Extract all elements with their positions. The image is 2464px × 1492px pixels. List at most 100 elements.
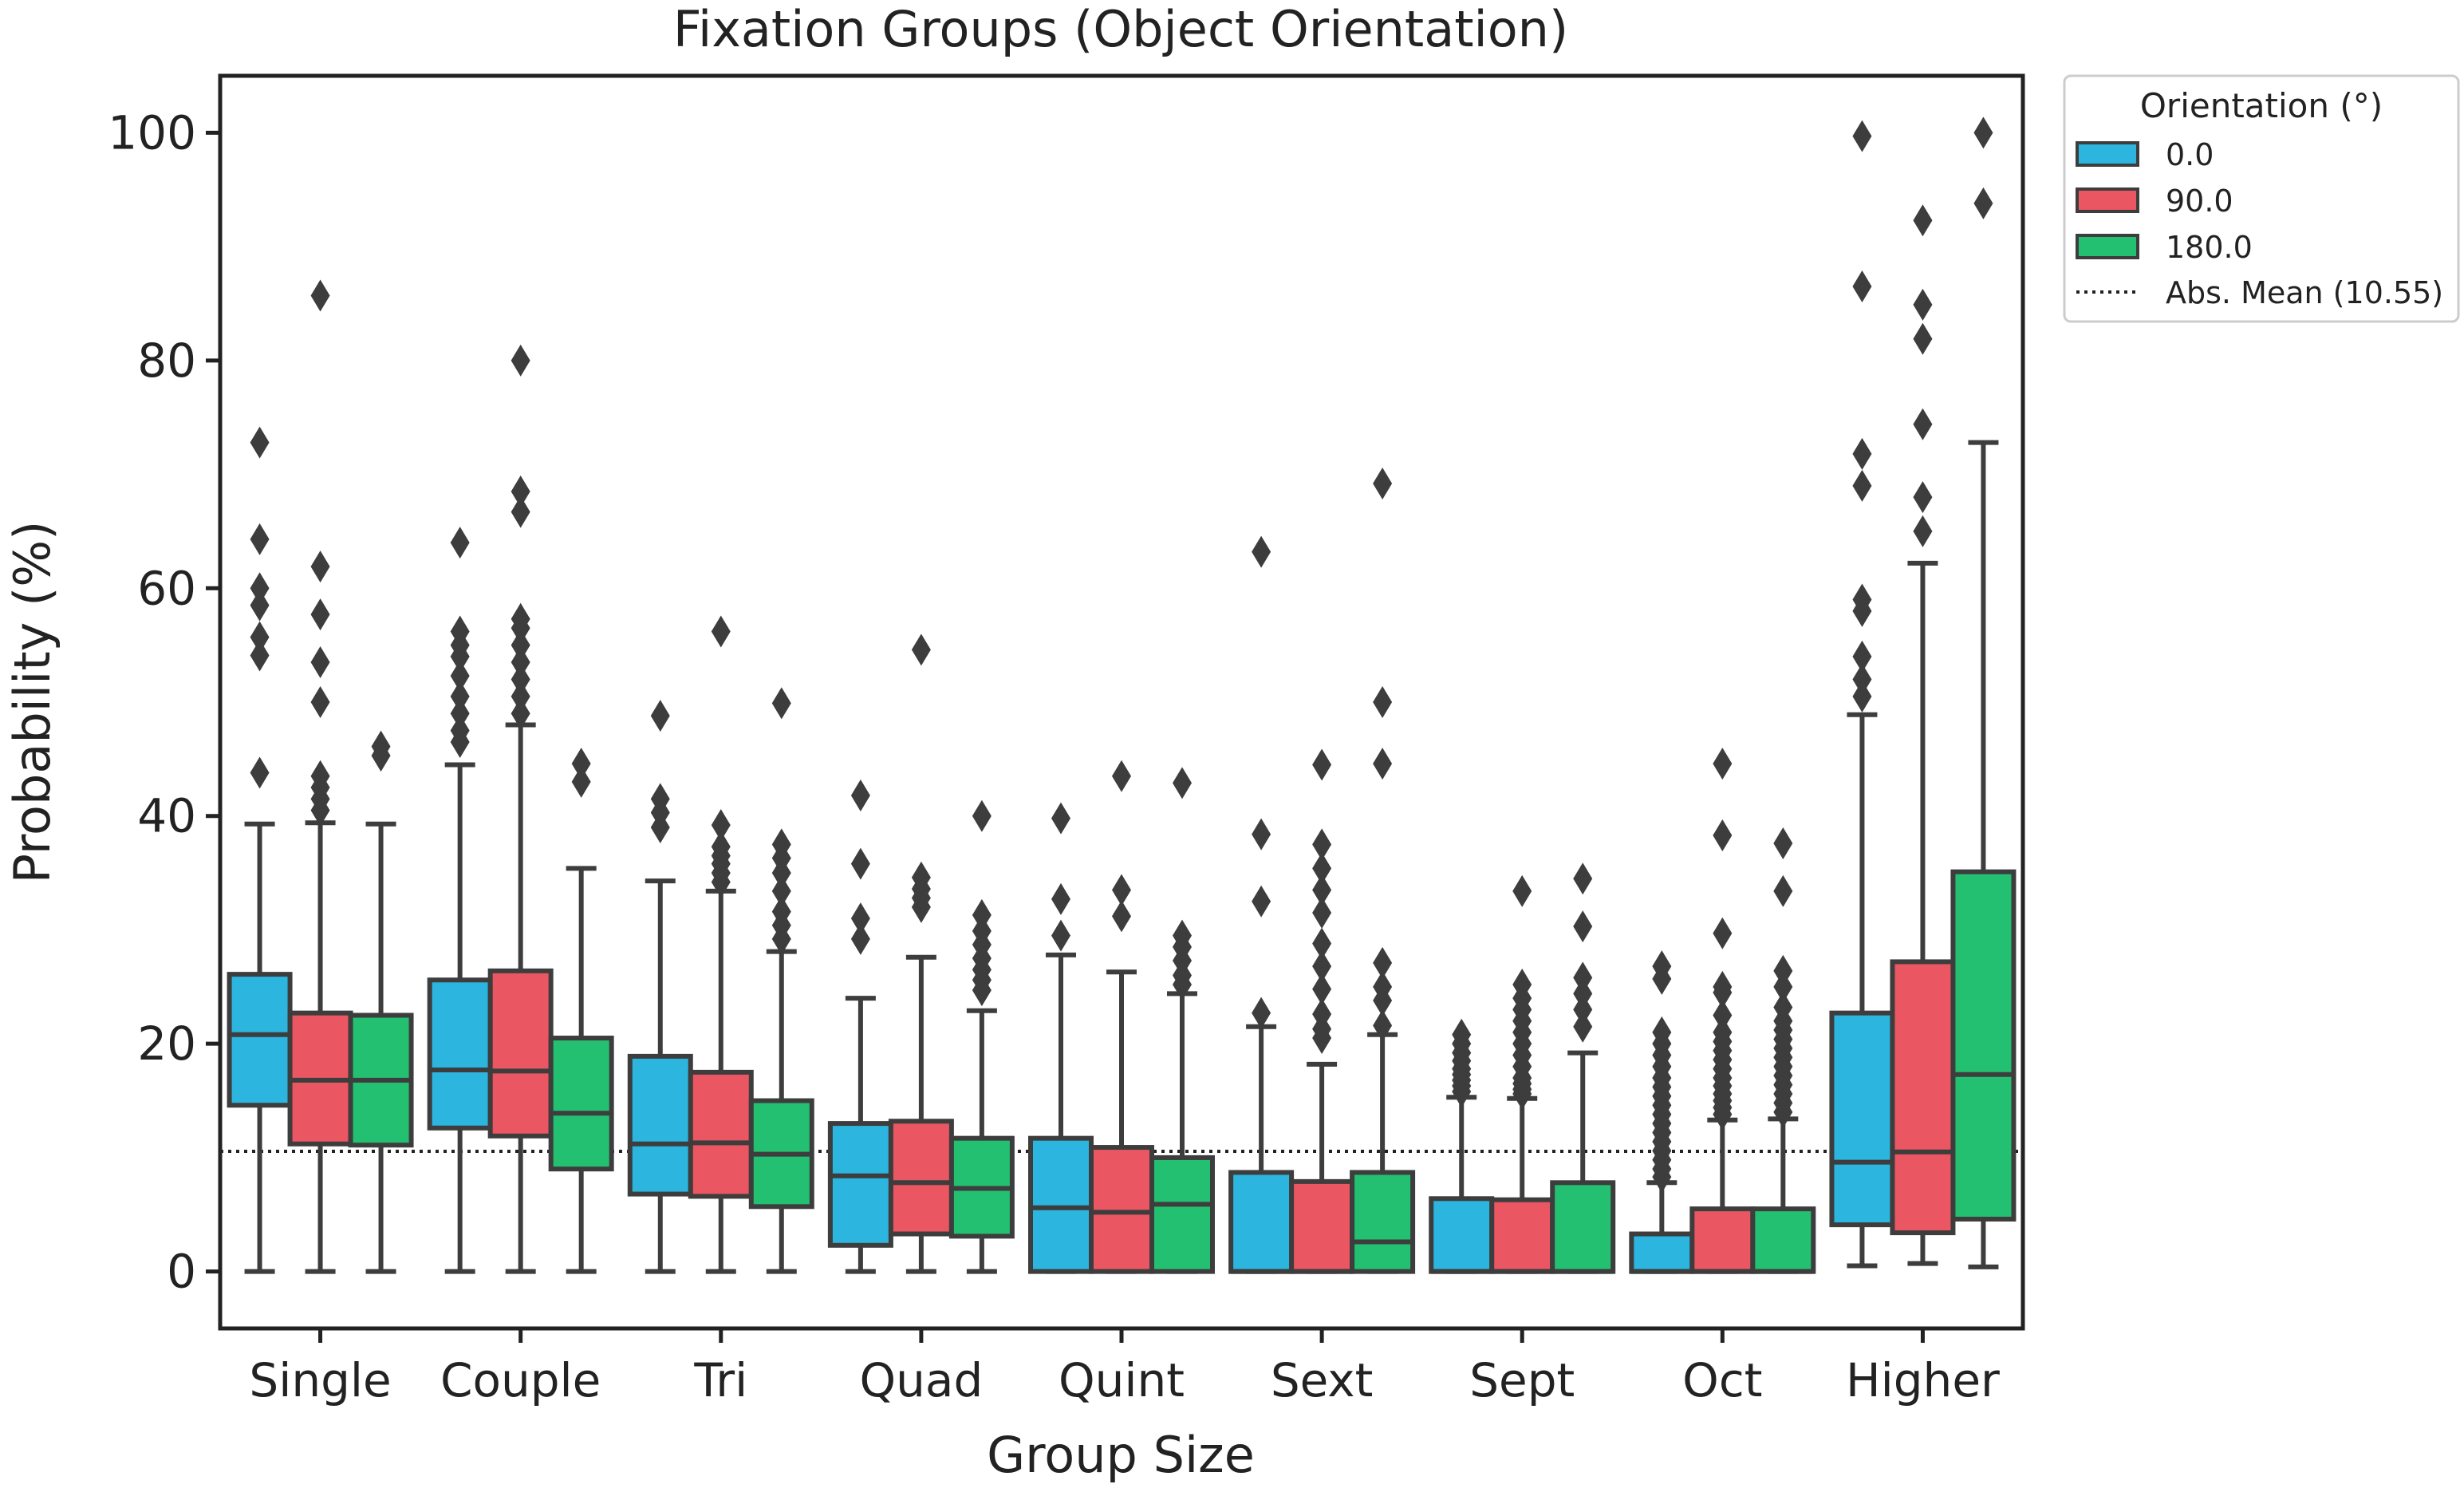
y-tick-label: 60: [137, 561, 196, 615]
legend-title: Orientation (°): [2140, 86, 2383, 125]
box-iqr: [1890, 959, 1956, 1236]
box-tri-90-0: [688, 615, 754, 1274]
series-0-0: [227, 120, 1895, 1274]
outlier-point: [711, 615, 731, 648]
outlier-point: [1252, 535, 1271, 568]
outlier-point: [711, 831, 731, 863]
outlier-point: [771, 828, 791, 861]
outlier-point: [1312, 950, 1332, 983]
outlier-point: [850, 902, 870, 935]
outlier-point: [250, 589, 270, 622]
box-couple-180-0: [548, 748, 614, 1274]
outlier-point: [571, 748, 591, 780]
legend-swatch-0-0: [2076, 141, 2139, 167]
outlier-point: [310, 760, 330, 792]
box-iqr: [548, 1036, 614, 1172]
box-single-90-0: [287, 279, 353, 1274]
legend-frame: [2063, 74, 2460, 323]
x-tick-label-sept: Sept: [1469, 1353, 1575, 1407]
box-iqr: [487, 968, 554, 1139]
outlier-point: [1713, 970, 1733, 1003]
outlier-point: [650, 700, 670, 732]
outlier-point: [1573, 961, 1593, 994]
box-iqr: [227, 972, 293, 1108]
box-layer: [227, 116, 2017, 1274]
outlier-point: [1312, 852, 1332, 885]
outlier-point: [850, 780, 870, 812]
outlier-point: [511, 475, 530, 507]
outlier-point: [850, 922, 870, 955]
outlier-point: [371, 730, 391, 763]
legend-label-90-0: 90.0: [2166, 184, 2233, 219]
outlier-point: [1852, 270, 1872, 303]
x-tick-label-quint: Quint: [1059, 1353, 1185, 1407]
box-quint-180-0: [1149, 767, 1215, 1274]
outlier-point: [1312, 874, 1332, 906]
outlier-point: [450, 615, 470, 648]
outlier-point: [310, 279, 330, 312]
outlier-point: [1913, 204, 1933, 237]
outlier-point: [911, 634, 931, 666]
legend-label-0-0: 0.0: [2166, 137, 2214, 172]
box-sext-180-0: [1350, 467, 1416, 1274]
outlier-point: [511, 697, 530, 730]
box-oct-180-0: [1750, 827, 1816, 1274]
outlier-point: [1373, 748, 1393, 780]
outlier-point: [1773, 827, 1793, 859]
box-iqr: [1750, 1206, 1816, 1274]
outlier-point: [771, 874, 791, 907]
legend-swatch-90-0: [2076, 187, 2139, 213]
outlier-point: [1373, 970, 1393, 1003]
outlier-point: [1252, 885, 1271, 918]
outlier-point: [1573, 910, 1593, 943]
box-single-180-0: [348, 730, 414, 1274]
outlier-point: [650, 783, 670, 815]
outlier-point: [1852, 583, 1872, 616]
box-iqr: [688, 1069, 754, 1199]
legend-mean-label: Abs. Mean (10.55): [2166, 275, 2443, 310]
box-tri-0-0: [627, 700, 693, 1274]
outlier-point: [771, 687, 791, 720]
outlier-point: [1773, 954, 1793, 987]
outlier-point: [1852, 437, 1872, 470]
outlier-point: [250, 572, 270, 605]
box-iqr: [1149, 1155, 1215, 1274]
outlier-point: [1373, 686, 1393, 718]
outlier-point: [1852, 120, 1872, 152]
box-iqr: [1028, 1135, 1094, 1274]
box-tri-180-0: [748, 687, 814, 1274]
box-iqr: [1429, 1196, 1495, 1274]
box-oct-90-0: [1689, 748, 1756, 1274]
series-180-0: [348, 116, 2017, 1274]
x-tick-label-sext: Sext: [1271, 1353, 1374, 1407]
outlier-point: [911, 861, 931, 894]
legend: Orientation (°) 0.0 90.0 180.0 Abs. Mean (…: [2063, 74, 2460, 323]
plot-area: [218, 73, 2025, 1331]
box-sept-180-0: [1550, 862, 1616, 1274]
outlier-point: [1312, 828, 1332, 861]
outlier-point: [1312, 973, 1332, 1005]
outlier-point: [1173, 767, 1192, 799]
box-iqr: [1689, 1206, 1756, 1274]
y-tick-label: 20: [137, 1016, 196, 1071]
y-tick-label: 80: [137, 334, 196, 388]
outlier-point: [1713, 1016, 1733, 1048]
box-higher-180-0: [1950, 116, 2017, 1269]
outlier-point: [1051, 882, 1070, 915]
legend-label-180-0: 180.0: [2166, 230, 2253, 265]
outlier-point: [1112, 760, 1131, 792]
box-sext-0-0: [1228, 535, 1295, 1274]
outlier-point: [310, 686, 330, 718]
x-axis: Single Couple Tri Quad Quint Sext Sept Oct Highe…: [249, 1328, 2000, 1407]
outlier-point: [1852, 663, 1872, 696]
outlier-point: [1312, 927, 1332, 960]
outlier-point: [1573, 862, 1593, 895]
box-quint-90-0: [1089, 760, 1154, 1274]
outlier-point: [1112, 900, 1131, 933]
box-iqr: [1489, 1197, 1555, 1274]
outlier-point: [511, 663, 530, 696]
box-iqr: [1228, 1170, 1295, 1274]
x-tick-label-higher: Higher: [1846, 1353, 2000, 1407]
y-tick-label: 100: [108, 105, 196, 160]
outlier-point: [250, 523, 270, 555]
